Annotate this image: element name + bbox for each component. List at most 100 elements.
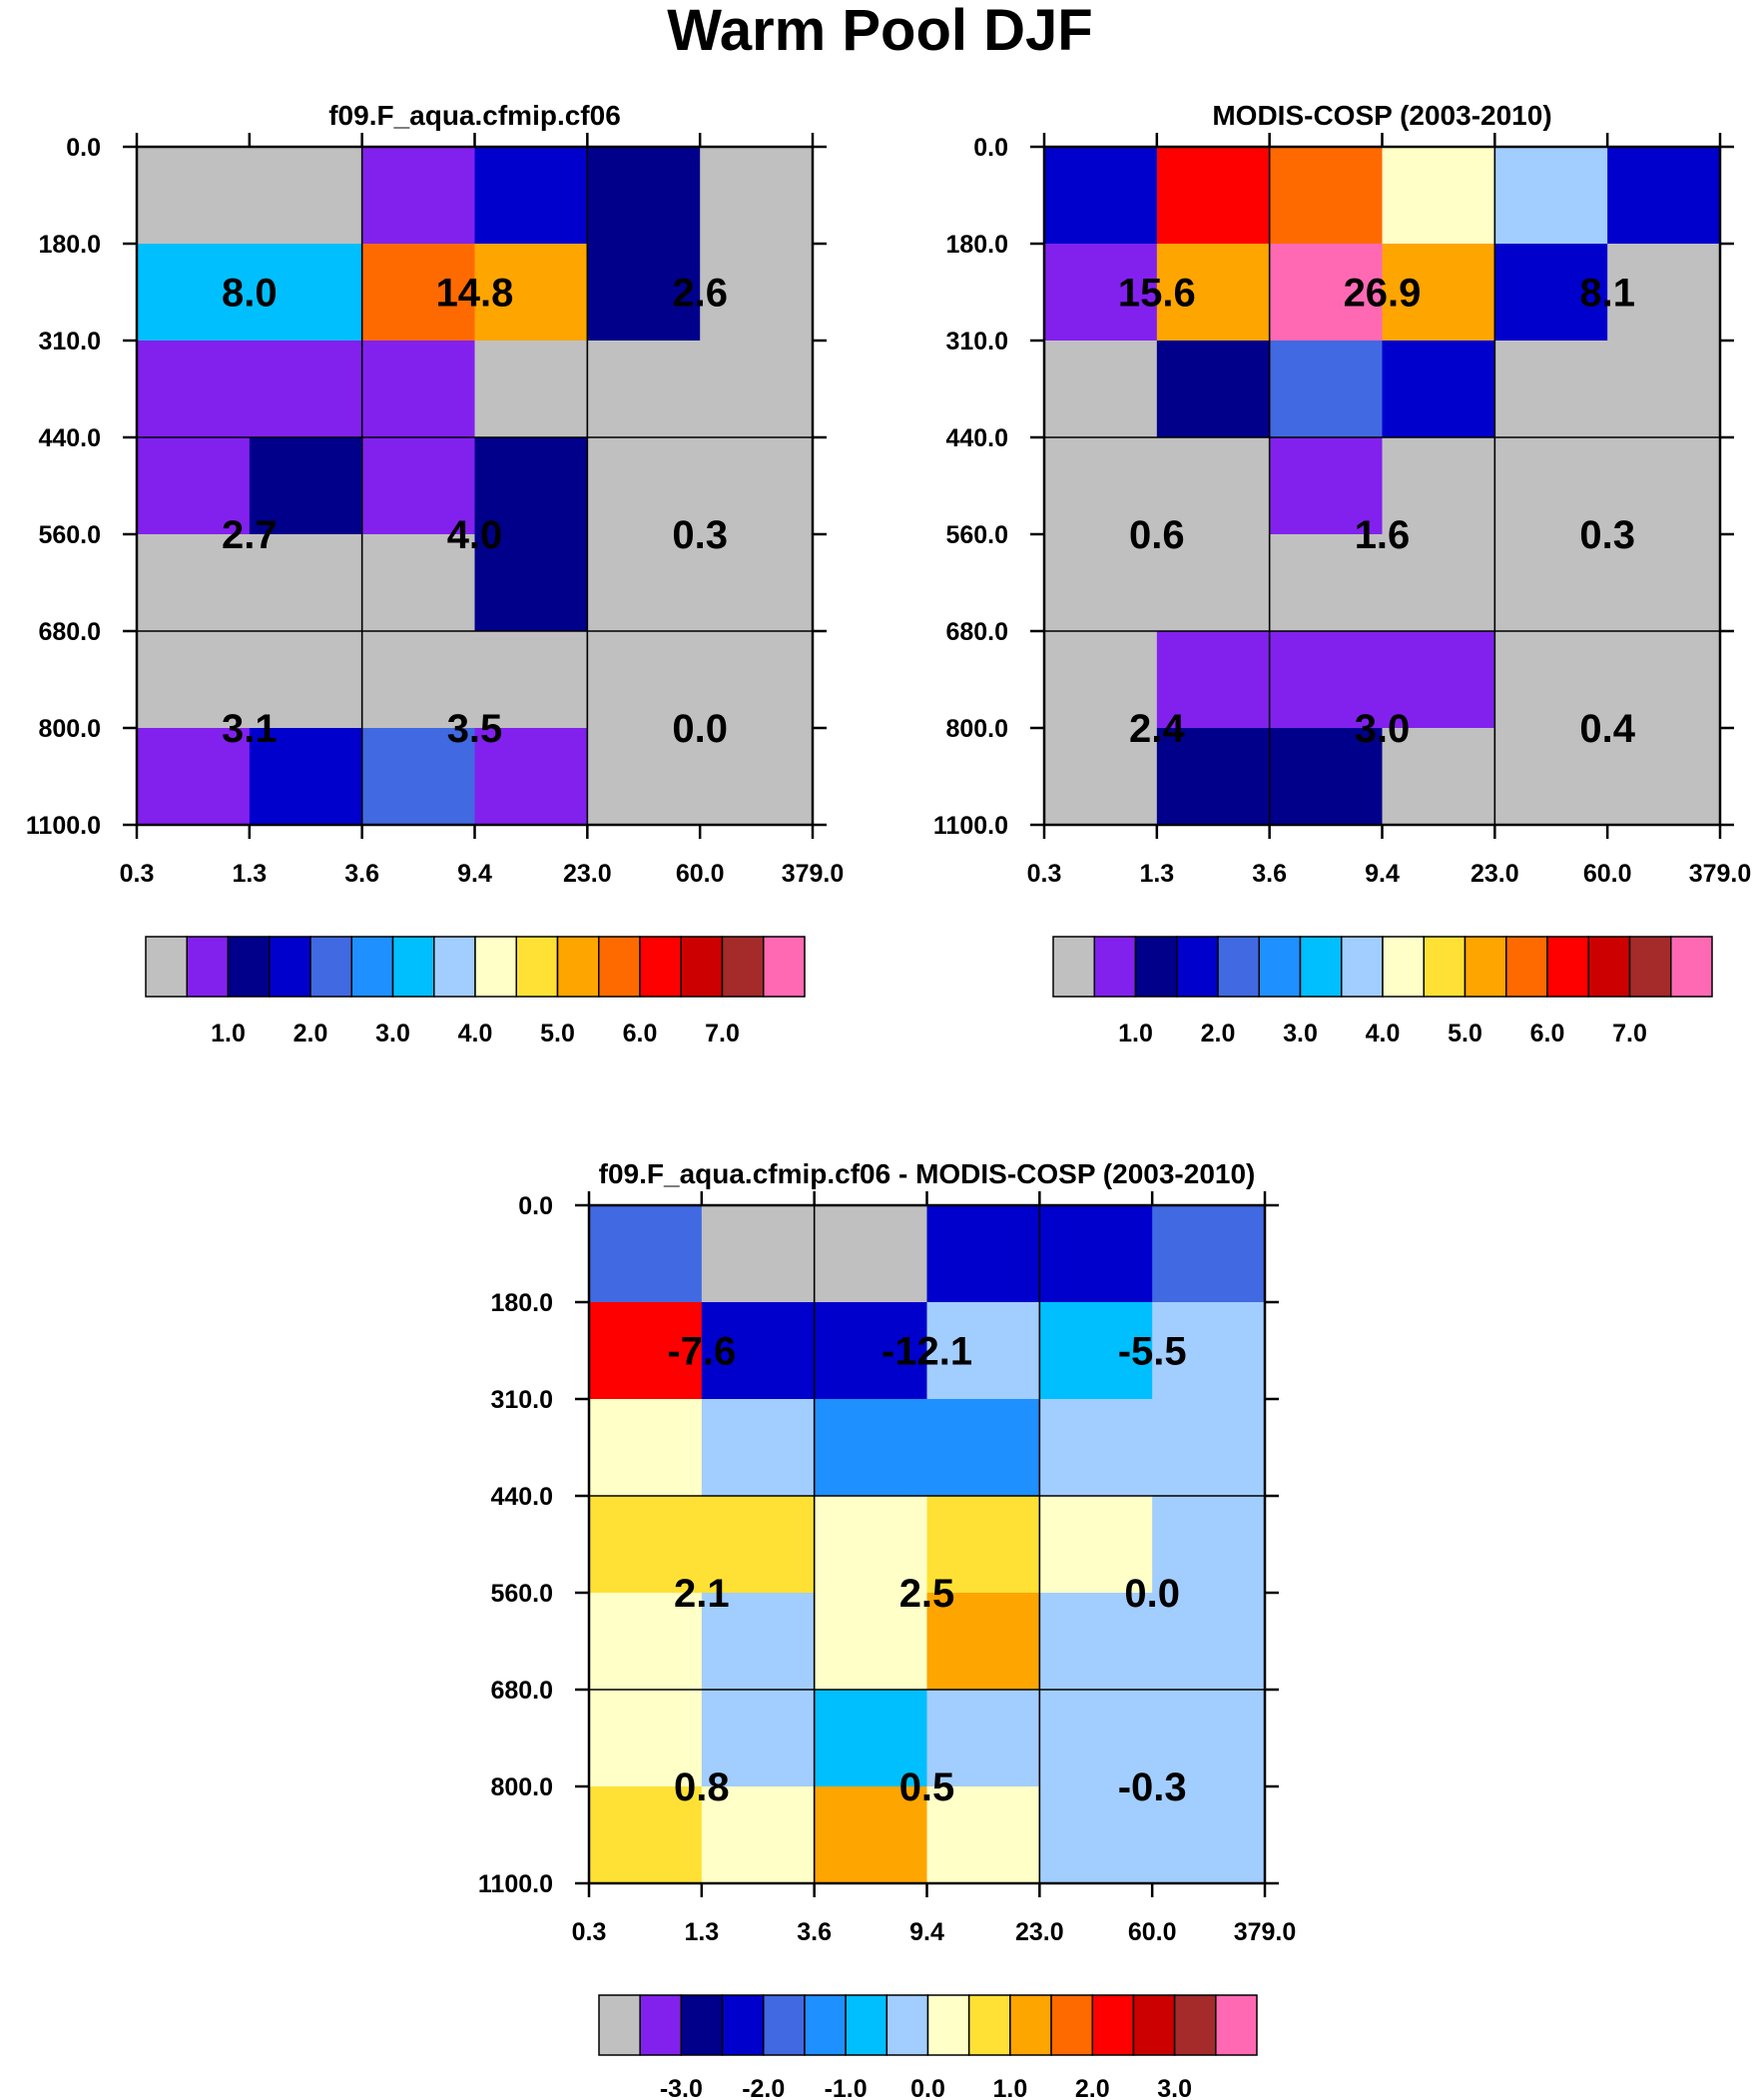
data-label: 0.4 [1579, 707, 1635, 751]
colorbar-box [1258, 936, 1302, 998]
data-label: 8.1 [1579, 272, 1635, 316]
colorbar-box [1464, 936, 1507, 998]
colorbar-box [1091, 1994, 1135, 2056]
heatmap-cell [1382, 534, 1495, 632]
heatmap-cell [474, 341, 588, 438]
colorbar-box [721, 936, 765, 998]
heatmap-cell [1382, 341, 1495, 438]
heatmap-cell [587, 728, 701, 826]
heatmap-cell [814, 1302, 928, 1400]
colorbar-box [1173, 1994, 1217, 2056]
heatmap-cell [1044, 534, 1158, 632]
panel-diff: f09.F_aqua.cfmip.cf06 - MODIS-COSP (2003… [478, 1158, 1296, 2100]
heatmap-cell [1494, 728, 1608, 826]
heatmap-cell [1382, 631, 1495, 729]
heatmap-cell [1044, 147, 1158, 245]
y-tick-label: 310.0 [945, 328, 1008, 355]
figure-title: Warm Pool DJF [667, 0, 1093, 63]
heatmap-cell [700, 631, 814, 729]
colorbar-box [1670, 936, 1713, 998]
colorbar-box [1215, 1994, 1258, 2056]
colorbar-box [926, 1994, 970, 2056]
data-label: 8.0 [222, 272, 278, 316]
x-tick-label: 23.0 [1470, 860, 1519, 888]
heatmap-cell [589, 1205, 703, 1303]
y-tick-label: 560.0 [38, 521, 101, 549]
heatmap-cell [137, 341, 251, 438]
heatmap-cell [1039, 1205, 1153, 1303]
data-label: 15.6 [1118, 272, 1196, 316]
heatmap-cell [1382, 244, 1495, 342]
colorbar-box [763, 936, 806, 998]
y-tick-label: 310.0 [38, 328, 101, 355]
heatmap-cell [361, 147, 476, 245]
colorbar-label: 5.0 [540, 1020, 575, 1048]
x-tick-label: 0.3 [120, 860, 155, 888]
data-label: 0.3 [672, 513, 728, 557]
heatmap-cell [1494, 534, 1608, 632]
heatmap-cell [1269, 244, 1384, 342]
data-label: -7.6 [667, 1330, 736, 1374]
heatmap-cell [1269, 534, 1384, 632]
colorbar-label: 0.0 [910, 2075, 945, 2100]
colorbar-box [350, 936, 394, 998]
y-tick-label: 800.0 [945, 715, 1008, 743]
colorbar-box [1423, 936, 1467, 998]
data-label: 0.0 [672, 707, 728, 751]
colorbar-label: 7.0 [705, 1020, 740, 1048]
y-tick-label: 180.0 [38, 231, 101, 259]
y-tick-label: 180.0 [945, 231, 1008, 259]
y-tick-label: 440.0 [945, 424, 1008, 452]
heatmap-cell [701, 1205, 816, 1303]
y-tick-label: 440.0 [490, 1483, 553, 1511]
colorbar-label: -3.0 [660, 2075, 703, 2100]
data-label: 2.5 [899, 1572, 955, 1616]
colorbar-label: 7.0 [1612, 1020, 1647, 1048]
data-label: 3.1 [222, 707, 278, 751]
colorbar-label: 2.0 [293, 1020, 328, 1048]
colorbar-label: 4.0 [458, 1020, 493, 1048]
y-tick-label: 310.0 [490, 1386, 553, 1414]
colorbar-box [309, 936, 352, 998]
colorbar-box [1628, 936, 1672, 998]
heatmap-cell [1156, 244, 1271, 342]
heatmap-cell [1269, 341, 1384, 438]
heatmap-cell [137, 244, 251, 342]
heatmap-cell [1494, 341, 1608, 438]
colorbar-box [885, 1994, 929, 2056]
heatmap-cell [589, 1690, 703, 1787]
heatmap-cell [700, 728, 814, 826]
colorbar-box [1093, 936, 1137, 998]
heatmap-cell [1494, 631, 1608, 729]
heatmap-cell [1269, 437, 1384, 535]
colorbar-box [1134, 936, 1178, 998]
heatmap-cell [249, 437, 363, 535]
heatmap-cell [701, 1399, 816, 1497]
colorbar-box [845, 1994, 888, 2056]
heatmap-cell [1156, 728, 1271, 826]
heatmap-cell [249, 147, 363, 245]
data-label: 0.3 [1579, 513, 1635, 557]
y-tick-label: 1100.0 [933, 812, 1008, 840]
heatmap-cell [1152, 1593, 1266, 1691]
heatmap-cell [249, 534, 363, 632]
colorbar-box [186, 936, 230, 998]
heatmap-cell [926, 1593, 1040, 1691]
colorbar-box [1176, 936, 1219, 998]
heatmap-cell [1607, 437, 1721, 535]
colorbar-box [598, 936, 641, 998]
heatmap-cell [814, 1786, 928, 1884]
panel-title-obs: MODIS-COSP (2003-2010) [1212, 100, 1551, 131]
heatmap-cell [249, 631, 363, 729]
x-tick-label: 60.0 [1128, 1918, 1177, 1946]
heatmap-cell [249, 341, 363, 438]
heatmap-cell [589, 1496, 703, 1594]
heatmap-cell [926, 1690, 1040, 1787]
x-tick-label: 3.6 [1252, 860, 1287, 888]
data-label: 2.4 [1129, 707, 1185, 751]
heatmap-cell [361, 437, 476, 535]
heatmap-cell [587, 147, 701, 245]
heatmap-cell [814, 1690, 928, 1787]
heatmap-cell [1044, 728, 1158, 826]
